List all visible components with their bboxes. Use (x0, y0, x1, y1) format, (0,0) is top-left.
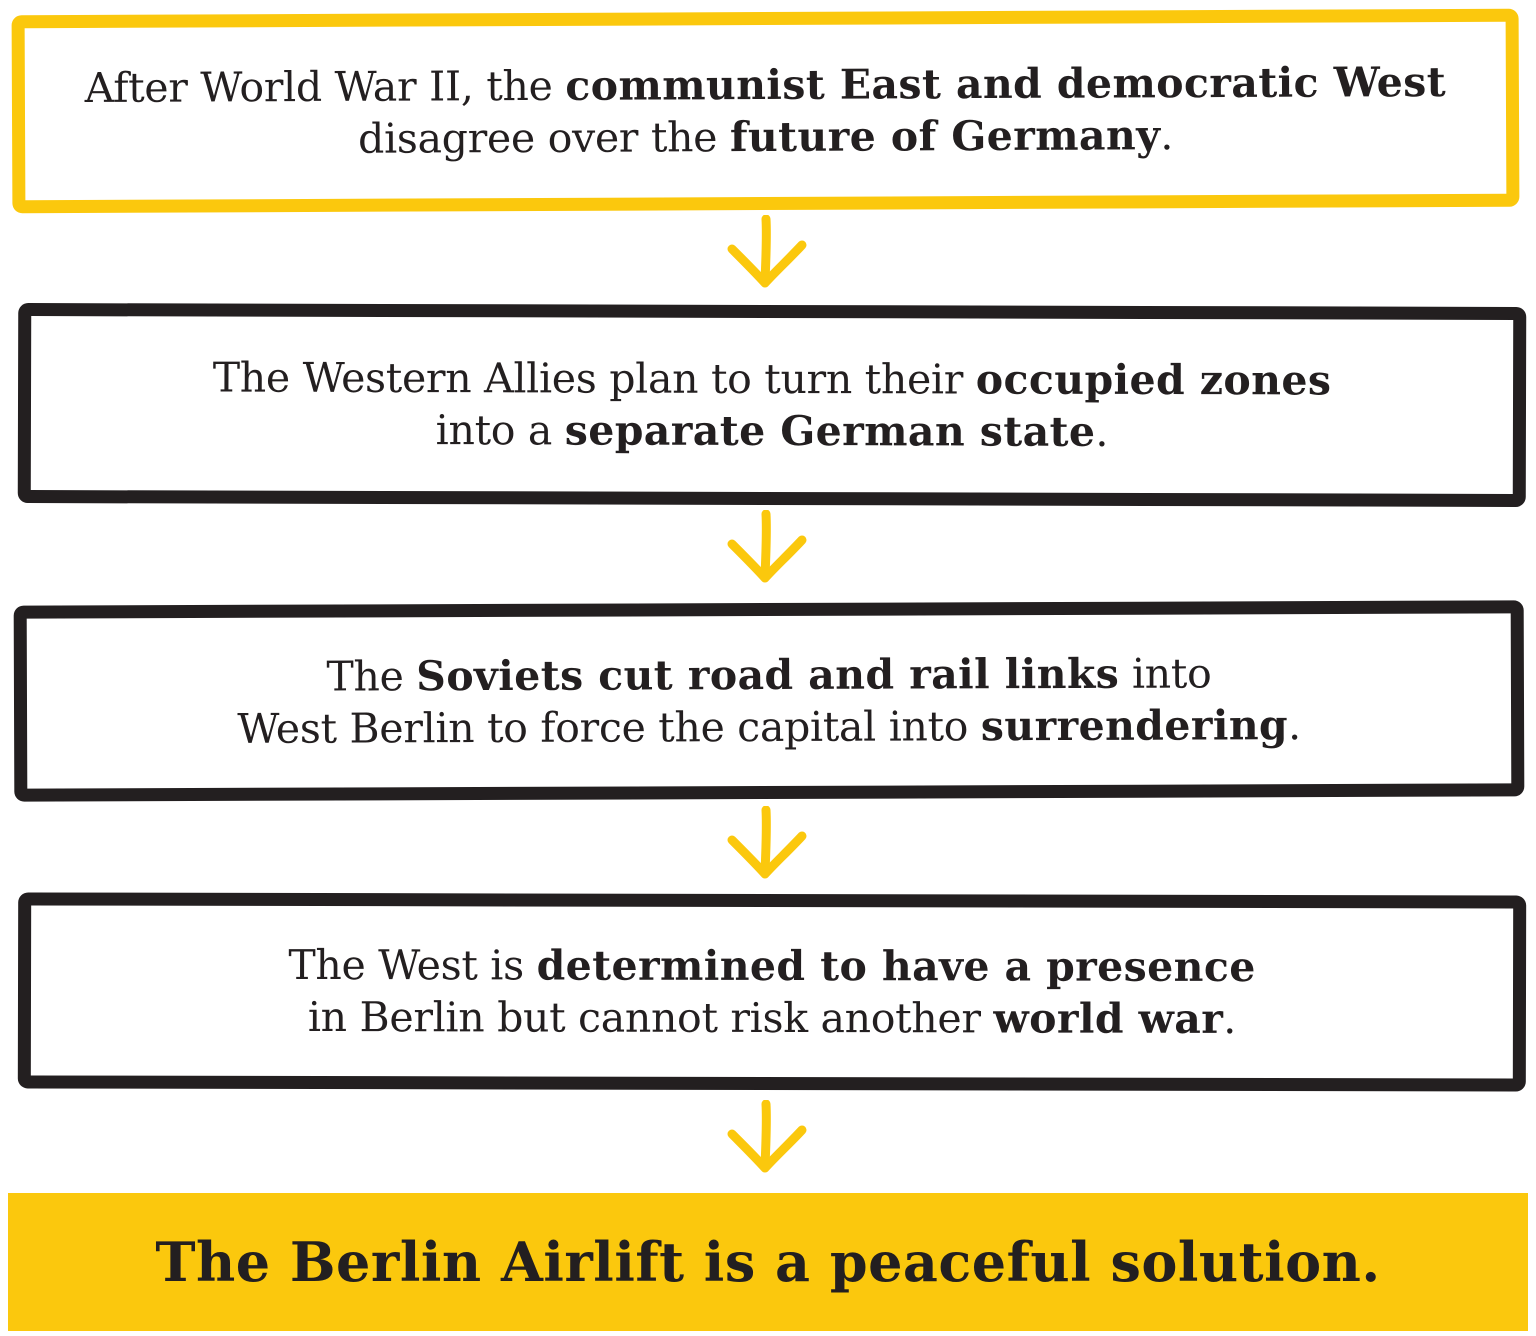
body-text: . (1287, 701, 1301, 750)
body-text: in Berlin but cannot risk another (307, 993, 994, 1043)
body-text: West Berlin to force the capital into (237, 702, 981, 753)
emphasis-text: surrendering (980, 701, 1289, 751)
body-text: . (1160, 111, 1174, 160)
emphasis-text: world war (993, 994, 1224, 1043)
step-box-3: The Soviets cut road and rail links into… (13, 600, 1525, 802)
emphasis-text: Soviets cut road and rail links (416, 649, 1120, 701)
body-text: . (1095, 407, 1109, 456)
emphasis-text: future of Germany (729, 111, 1161, 162)
step-text-4: The West is determined to have a presenc… (288, 939, 1256, 1045)
body-text: . (1223, 994, 1237, 1043)
step-line: in Berlin but cannot risk another world … (288, 991, 1255, 1045)
conclusion-banner: The Berlin Airlift is a peaceful solutio… (8, 1193, 1528, 1331)
body-text: disagree over the (357, 113, 730, 163)
step-line: disagree over the future of Germany. (85, 108, 1447, 166)
body-text: The (326, 652, 417, 701)
step-box-2: The Western Allies plan to turn their oc… (17, 303, 1527, 507)
step-line: The West is determined to have a presenc… (288, 939, 1255, 993)
step-line: After World War II, the communist East a… (85, 56, 1447, 114)
down-arrow-icon (727, 1100, 807, 1173)
emphasis-text: occupied zones (975, 355, 1332, 405)
body-text: The Western Allies plan to turn their (212, 353, 976, 404)
down-arrow-icon (727, 215, 807, 288)
step-text-1: After World War II, the communist East a… (85, 56, 1447, 166)
step-line: West Berlin to force the capital into su… (237, 699, 1301, 755)
body-text: into (1119, 649, 1212, 698)
emphasis-text: separate German state (564, 406, 1096, 456)
step-line: The Soviets cut road and rail links into (237, 647, 1301, 703)
down-arrow-icon (727, 510, 807, 583)
step-text-3: The Soviets cut road and rail links into… (237, 647, 1301, 755)
down-arrow-icon (727, 806, 807, 879)
step-box-4: The West is determined to have a presenc… (17, 892, 1527, 1092)
emphasis-text: communist East and democratic West (565, 58, 1447, 110)
body-text: After World War II, the (84, 61, 566, 112)
step-text-2: The Western Allies plan to turn their oc… (213, 352, 1332, 459)
conclusion-text: The Berlin Airlift is a peaceful solutio… (155, 1230, 1381, 1294)
step-line: The Western Allies plan to turn their oc… (213, 352, 1332, 407)
step-line: into a separate German state. (213, 404, 1332, 459)
emphasis-text: determined to have a presence (536, 941, 1256, 992)
body-text: The West is (288, 940, 537, 990)
step-box-1: After World War II, the communist East a… (11, 8, 1520, 214)
body-text: into a (435, 406, 565, 455)
